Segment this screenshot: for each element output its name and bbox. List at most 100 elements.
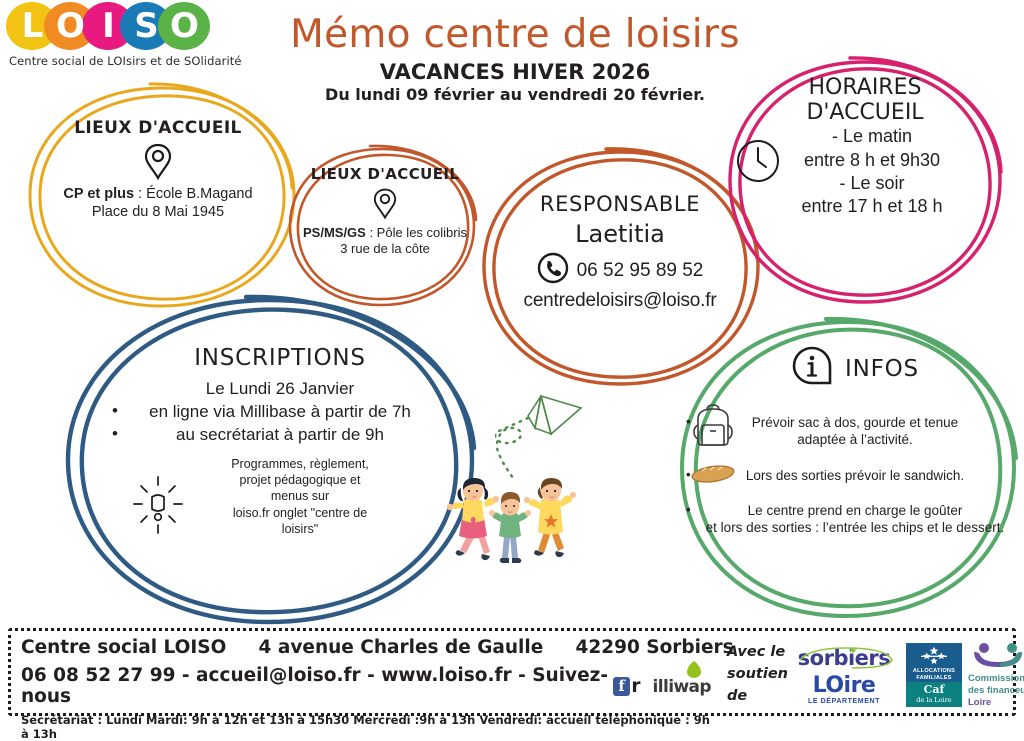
inscriptions-bullet-1: en ligne via Millibase à partir de 7h: [112, 400, 430, 424]
map-pin-icon: [38, 142, 278, 182]
alert-bulb-icon: [130, 473, 186, 540]
footer-support-label-1: Avec le: [727, 644, 786, 661]
responsable-email[interactable]: centredeloisirs@loiso.fr: [523, 290, 717, 311]
infos-item-1: Prévoir sac à dos, gourde et tenue adapt…: [686, 413, 1010, 449]
footer-opening-hours: Secrétariat : Lundi Mardi: 9h à 12h et 1…: [21, 713, 710, 741]
logo-letter-s: S: [134, 6, 159, 46]
loire-departement-logo: LOire LE DÉPARTEMENT: [788, 673, 900, 705]
infos-item-2: Lors des sorties prévoir le sandwich.: [686, 466, 1010, 484]
child-boy-middle: [489, 492, 531, 563]
caf-sublabel: de la Loire: [916, 696, 952, 704]
logo-blob-o2: [158, 2, 210, 50]
page-title: Mémo centre de loisirs: [290, 12, 740, 57]
facebook-icon[interactable]: f: [612, 676, 631, 696]
caf-allocations-label: ALLOCATIONS FAMILIALES: [912, 668, 956, 682]
footer-support-label: Avec le soutien de: [727, 642, 788, 707]
card-title-lieux-cp: LIEUX D'ACCUEIL: [74, 118, 242, 138]
caf-lower-block: Caf de la Loire: [905, 682, 962, 707]
logo-letter-l: L: [21, 6, 44, 46]
footer-contact-block: Centre social LOISO 4 avenue Charles de …: [21, 637, 734, 741]
phone-icon: [537, 252, 569, 289]
card-horaires-accueil: HORAIRES D'ACCUEIL - Le matin entre 8 h …: [737, 75, 985, 219]
footer-address: Centre social LOISO 4 avenue Charles de …: [21, 637, 734, 658]
partner-logos: sorbiers LOire LE DÉPARTEMENT: [788, 642, 1024, 708]
inscriptions-note-line-5: loisirs": [281, 521, 319, 536]
logo-circle-group: L O I S O: [6, 2, 218, 52]
sorbiers-loire-group: sorbiers LOire LE DÉPARTEMENT: [788, 646, 900, 705]
card-lieux-maternelle-label: PS/MS/GS: [302, 225, 366, 240]
responsable-phone[interactable]: 06 52 95 89 52: [576, 259, 704, 281]
logo-letter-o1: O: [56, 6, 85, 46]
map-pin-icon: [290, 187, 480, 221]
footer-contact-text: 06 08 52 27 99 - accueil@loiso.fr - www.…: [21, 665, 609, 707]
clock-icon: [735, 138, 781, 189]
caf-loire-logo: ALLOCATIONS FAMILIALES Caf de la Loire: [905, 643, 962, 707]
poster-canvas: L O I S O Centre social de LOIsirs et de…: [0, 0, 1024, 724]
card-title-lieux-maternelle: LIEUX D'ACCUEIL: [310, 165, 460, 183]
illiwap-logo: illiwap: [653, 660, 712, 697]
responsable-phone-row: 06 52 95 89 52: [500, 252, 740, 289]
inscriptions-note-line-3: menus sur: [270, 489, 330, 504]
footer-support-label-2: soutien: [727, 666, 788, 683]
card-lieux-cp-line1: CP et plus : École B.Magand: [38, 186, 278, 204]
card-title-responsable: RESPONSABLE: [539, 192, 701, 216]
card-lieux-accueil-maternelle: LIEUX D'ACCUEIL PS/MS/GS : Pôle les coli…: [290, 165, 480, 257]
card-lieux-cp-line2: Place du 8 Mai 1945: [91, 203, 225, 220]
info-icon: [791, 345, 833, 392]
caf-label: Caf: [923, 683, 945, 696]
infos-item-3: Le centre prend en charge le goûter et l…: [686, 501, 1010, 537]
page-dates: Du lundi 09 février au vendredi 20 févri…: [325, 85, 705, 104]
paper-plane-icon: [494, 388, 625, 503]
card-lieux-cp-value: : École B.Magand: [134, 186, 253, 202]
sorbiers-logo: sorbiers: [788, 646, 900, 670]
horaires-line-4: entre 17 h et 18 h: [801, 196, 943, 217]
infos-item-1-line-2: adaptée à l’activité.: [797, 432, 913, 448]
footer-contact-line: 06 08 52 27 99 - accueil@loiso.fr - www.…: [21, 660, 712, 707]
card-lieux-maternelle-line1: PS/MS/GS : Pôle les colibris: [290, 225, 480, 241]
card-title-horaires-line1: HORAIRES: [808, 75, 922, 100]
loire-label: LOire: [812, 672, 876, 698]
loiso-logo: L O I S O Centre social de LOIsirs et de…: [6, 2, 242, 68]
card-title-infos: INFOS: [845, 355, 919, 382]
page-subtitle: VACANCES HIVER 2026: [379, 60, 651, 84]
footer: Centre social LOISO 4 avenue Charles de …: [8, 628, 1024, 741]
inscriptions-note: Programmes, règlement, projet pédagogiqu…: [130, 456, 430, 537]
card-lieux-cp-label: CP et plus: [63, 186, 135, 202]
inscriptions-date: Le Lundi 26 Janvier: [205, 379, 355, 398]
infos-item-3-line-1: Le centre prend en charge le goûter: [747, 502, 963, 518]
card-lieux-maternelle-value: : Pôle les colibris: [365, 225, 467, 240]
child-girl: [446, 478, 500, 561]
horaires-line-2: entre 8 h et 9h30: [803, 149, 941, 170]
footer-support-label-3: de: [727, 687, 748, 704]
inscriptions-note-line-4: loiso.fr onglet "centre de: [232, 505, 368, 520]
logo-tagline: Centre social de LOIsirs et de SOlidarit…: [9, 54, 242, 68]
card-inscriptions: INSCRIPTIONS Le Lundi 26 Janvier en lign…: [112, 345, 430, 540]
inscriptions-note-line-2: projet pédagogique et: [239, 473, 361, 488]
card-title-inscriptions: INSCRIPTIONS: [194, 345, 366, 371]
horaires-line-3: - Le soir: [839, 173, 905, 194]
child-boy-right: [523, 478, 577, 558]
inscriptions-bullet-2: au secrétariat à partir de 9h: [112, 423, 430, 447]
horaires-line-1: - Le matin: [831, 126, 913, 147]
card-lieux-accueil-cp: LIEUX D'ACCUEIL CP et plus : École B.Mag…: [38, 118, 278, 221]
three-jumping-children-illustration: [446, 478, 596, 575]
footer-partners-block: Avec le soutien de sorbiers LOire L: [727, 635, 1024, 715]
infos-item-2-line-1: Lors des sorties prévoir le sandwich.: [745, 467, 965, 483]
responsable-name: Laetitia: [575, 220, 665, 248]
infos-header: INFOS: [700, 345, 1010, 392]
logo-letter-o2: O: [170, 6, 199, 46]
infos-item-3-line-2: et lors des sorties : l’entrée les chips…: [705, 520, 1005, 536]
card-title-horaires-line2: D'ACCUEIL: [806, 99, 924, 125]
inscriptions-note-line-1: Programmes, règlement,: [231, 456, 369, 471]
card-lieux-maternelle-line2: 3 rue de la côte: [340, 240, 430, 256]
inscriptions-bullet-list: en ligne via Millibase à partir de 7h au…: [112, 400, 430, 447]
footer-contact-text-tail: r: [631, 675, 641, 697]
loire-sublabel: LE DÉPARTEMENT: [807, 697, 881, 705]
logo-letter-i: I: [102, 6, 115, 46]
infos-item-1-line-1: Prévoir sac à dos, gourde et tenue: [751, 415, 959, 430]
commission-financeurs-sublabel: Loire: [967, 696, 992, 708]
card-infos: INFOS Prévo: [686, 345, 1010, 537]
card-responsable: RESPONSABLE Laetitia 06 52 95 89 52 cent…: [500, 192, 740, 312]
